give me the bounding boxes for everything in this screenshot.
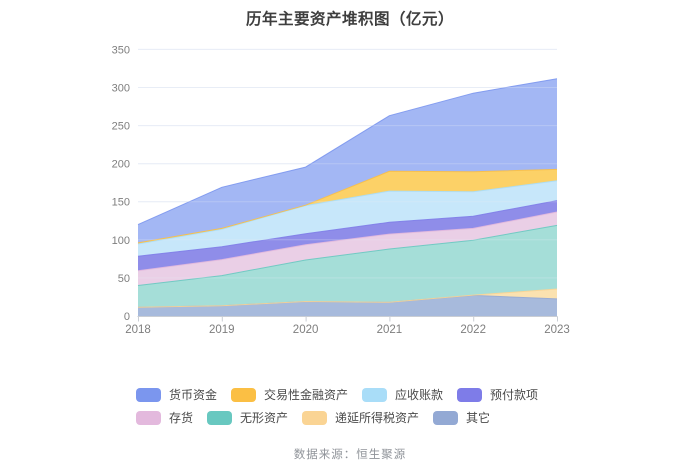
y-tick-label: 250 <box>112 121 130 133</box>
x-tick-label: 2020 <box>293 324 319 336</box>
legend-item-应收账款[interactable]: 应收账款 <box>362 388 443 402</box>
series-line-预付款项 <box>137 200 558 257</box>
series-line-应收账款 <box>137 180 558 245</box>
legend-swatch-icon <box>207 411 233 425</box>
legend-item-递延所得税资产[interactable]: 递延所得税资产 <box>302 411 419 425</box>
y-tick-label: 200 <box>112 159 130 171</box>
legend-item-存货[interactable]: 存货 <box>136 411 193 425</box>
area-series-应收账款[interactable] <box>138 180 557 257</box>
series-line-无形资产 <box>137 224 558 286</box>
legend-label: 应收账款 <box>395 388 444 402</box>
area-series-存货[interactable] <box>138 212 557 286</box>
x-tick-label: 2018 <box>125 324 151 336</box>
legend-item-预付款项[interactable]: 预付款项 <box>457 388 538 402</box>
legend-swatch-icon <box>362 388 388 402</box>
x-tick-label: 2022 <box>460 324 486 336</box>
y-tick-label: 300 <box>112 83 130 95</box>
legend-item-交易性金融资产[interactable]: 交易性金融资产 <box>231 388 348 402</box>
area-series-其它[interactable] <box>138 295 557 316</box>
series-line-存货 <box>137 211 558 272</box>
legend-label: 预付款项 <box>490 388 539 402</box>
legend-swatch-icon <box>433 411 459 425</box>
legend-label: 其它 <box>466 411 491 425</box>
area-series-货币资金[interactable] <box>138 78 557 243</box>
y-tick-label: 350 <box>112 44 130 56</box>
area-series-无形资产[interactable] <box>138 225 557 308</box>
data-source-note: 数据来源：恒生聚源 <box>293 449 407 461</box>
legend-swatch-icon <box>231 388 257 402</box>
y-tick-label: 50 <box>118 273 130 285</box>
legend-label: 货币资金 <box>169 388 218 402</box>
legend-label: 交易性金融资产 <box>264 388 349 402</box>
x-tick-label: 2021 <box>377 324 403 336</box>
area-series-交易性金融资产[interactable] <box>138 169 557 244</box>
area-layers <box>138 78 557 316</box>
legend-label: 存货 <box>169 411 194 425</box>
stacked-area-chart: 0 50 100 150 200 250 300 350 2018 2019 2020 2021 202… <box>112 44 570 336</box>
legend-item-货币资金[interactable]: 货币资金 <box>136 388 217 402</box>
legend-label: 无形资产 <box>240 411 289 425</box>
x-axis: 2018 2019 2020 2021 2022 2023 <box>125 316 570 336</box>
y-axis-labels: 0 50 100 150 200 250 300 350 <box>112 44 130 323</box>
legend-swatch-icon <box>136 388 161 402</box>
legend-swatch-icon <box>302 411 328 425</box>
series-boundary-lines <box>137 78 558 308</box>
chart-legend: 货币资金 交易性金融资产 应收账款 预付款项存货 无形资产 递延所得税资产 其它 <box>136 388 592 425</box>
x-tick-label: 2023 <box>544 324 570 336</box>
series-line-递延所得税资产 <box>137 288 558 308</box>
legend-label: 递延所得税资产 <box>335 411 420 425</box>
gridlines-overlay <box>138 48 557 279</box>
x-tick-label: 2019 <box>209 324 235 336</box>
legend-item-无形资产[interactable]: 无形资产 <box>207 411 288 425</box>
chart-title: 历年主要资产堆积图（亿元） <box>245 11 454 28</box>
y-tick-label: 0 <box>124 311 130 323</box>
legend-swatch-icon <box>457 388 483 402</box>
legend-swatch-icon <box>136 411 161 425</box>
y-tick-label: 100 <box>112 235 130 247</box>
series-line-交易性金融资产 <box>137 168 558 244</box>
legend-item-其它[interactable]: 其它 <box>433 411 490 425</box>
series-line-货币资金 <box>137 78 558 226</box>
y-tick-label: 150 <box>112 197 130 209</box>
